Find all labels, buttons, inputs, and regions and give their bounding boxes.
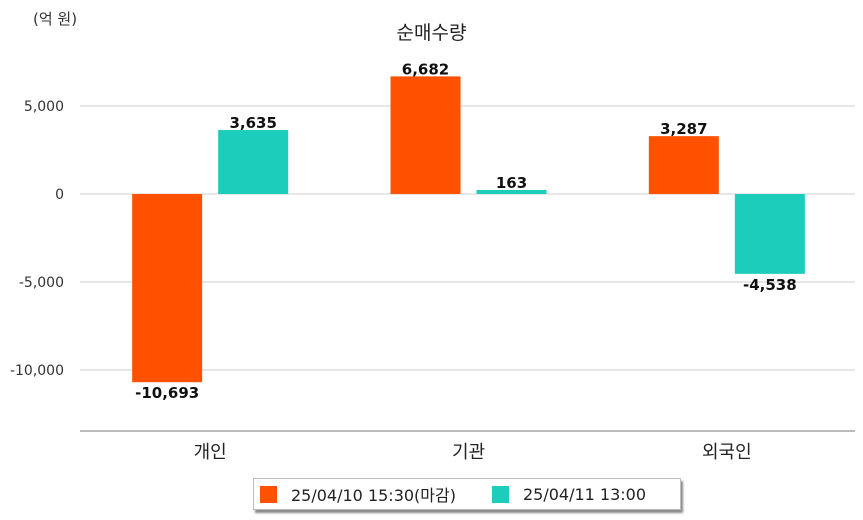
data-label: 6,682 (402, 60, 449, 78)
y-tick-label: 0 (55, 187, 64, 203)
x-tick-label: 개인 (194, 442, 227, 463)
bar (390, 76, 461, 194)
data-label: 3,287 (660, 120, 707, 138)
y-tick-label: 5,000 (24, 99, 64, 115)
x-tick-label: 외국인 (702, 442, 752, 463)
legend-item-series-2[interactable]: 25/04/11 13:00 (491, 484, 647, 504)
bar (648, 136, 719, 194)
x-tick-label: 기관 (452, 442, 485, 463)
legend-label-series-1: 25/04/10 15:30(마감) (291, 486, 456, 505)
legend-swatch-series-2 (491, 485, 509, 503)
legend-item-series-1[interactable]: 25/04/10 15:30(마감) (260, 482, 456, 506)
legend-swatch-series-1 (260, 485, 277, 503)
unit-label: (억 원) (33, 10, 78, 28)
y-tick-label: -5,000 (19, 275, 64, 291)
data-label: -10,693 (135, 384, 199, 402)
bar (734, 194, 805, 274)
legend-label-series-2: 25/04/11 13:00 (522, 484, 647, 504)
data-label: 163 (496, 174, 527, 192)
bar (132, 194, 203, 383)
chart-title: 순매수량 (396, 22, 467, 44)
y-tick-label: -10,000 (10, 363, 64, 379)
bar (476, 190, 547, 194)
data-label: 3,635 (229, 114, 276, 132)
data-label: -4,538 (743, 276, 797, 294)
bar (218, 130, 289, 194)
bar-chart: 5,000 0 -5,000 -10,000 -10,693 3,635 개인 6,682 16… (10, 60, 855, 463)
legend: 25/04/10 15:30(마감) 25/04/11 13:00 (253, 478, 681, 510)
